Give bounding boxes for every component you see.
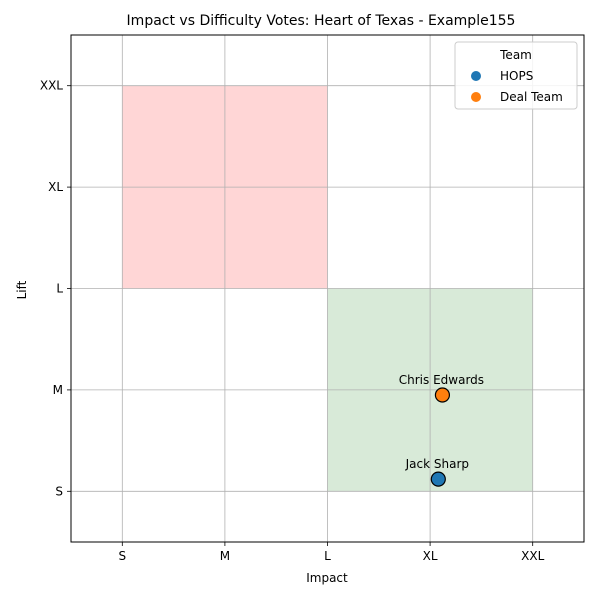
legend: Team HOPS Deal Team: [454, 41, 578, 110]
legend-box: [454, 41, 578, 110]
y-axis-ticks: S M L XL XXL: [40, 79, 71, 498]
x-tick-label: XL: [423, 549, 438, 563]
y-tick-label: XL: [48, 180, 63, 194]
legend-label: HOPS: [500, 69, 533, 83]
point-label: Jack Sharp: [405, 457, 469, 471]
point-label: Chris Edwards: [399, 373, 484, 387]
x-axis-ticks: S M L XL XXL: [118, 542, 545, 563]
y-tick-label: M: [53, 383, 63, 397]
data-points: Chris Edwards Jack Sharp: [399, 373, 484, 487]
legend-marker: [471, 92, 481, 102]
x-tick-label: M: [220, 549, 230, 563]
x-tick-label: XXL: [521, 549, 544, 563]
x-tick-label: S: [118, 549, 126, 563]
y-tick-label: S: [55, 484, 63, 498]
x-axis-label: Impact: [306, 571, 348, 585]
y-axis-label: Lift: [15, 280, 29, 299]
chart-title: Impact vs Difficulty Votes: Heart of Tex…: [127, 13, 516, 29]
grid-lines: [71, 35, 584, 542]
legend-marker: [471, 71, 481, 81]
legend-label: Deal Team: [500, 90, 563, 104]
y-tick-label: XXL: [40, 79, 63, 93]
y-tick-label: L: [56, 282, 63, 296]
legend-title: Team: [499, 48, 532, 62]
data-point: [434, 387, 451, 403]
x-tick-label: L: [324, 549, 331, 563]
data-point: [430, 471, 446, 487]
